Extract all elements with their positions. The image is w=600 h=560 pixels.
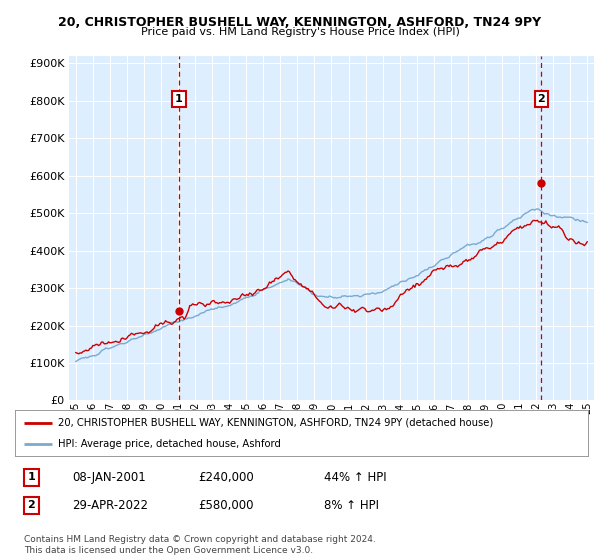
Text: 2: 2 [28, 500, 35, 510]
Text: 1: 1 [175, 94, 182, 104]
Text: 29-APR-2022: 29-APR-2022 [72, 498, 148, 512]
Text: 8% ↑ HPI: 8% ↑ HPI [324, 498, 379, 512]
Text: £580,000: £580,000 [198, 498, 254, 512]
Text: 20, CHRISTOPHER BUSHELL WAY, KENNINGTON, ASHFORD, TN24 9PY: 20, CHRISTOPHER BUSHELL WAY, KENNINGTON,… [58, 16, 542, 29]
Text: Price paid vs. HM Land Registry's House Price Index (HPI): Price paid vs. HM Land Registry's House … [140, 27, 460, 37]
Text: £240,000: £240,000 [198, 470, 254, 484]
Text: 2: 2 [538, 94, 545, 104]
Text: 20, CHRISTOPHER BUSHELL WAY, KENNINGTON, ASHFORD, TN24 9PY (detached house): 20, CHRISTOPHER BUSHELL WAY, KENNINGTON,… [58, 418, 493, 428]
Text: 1: 1 [28, 472, 35, 482]
Text: Contains HM Land Registry data © Crown copyright and database right 2024.
This d: Contains HM Land Registry data © Crown c… [24, 535, 376, 555]
Text: 44% ↑ HPI: 44% ↑ HPI [324, 470, 386, 484]
Text: 08-JAN-2001: 08-JAN-2001 [72, 470, 146, 484]
Text: HPI: Average price, detached house, Ashford: HPI: Average price, detached house, Ashf… [58, 439, 281, 449]
